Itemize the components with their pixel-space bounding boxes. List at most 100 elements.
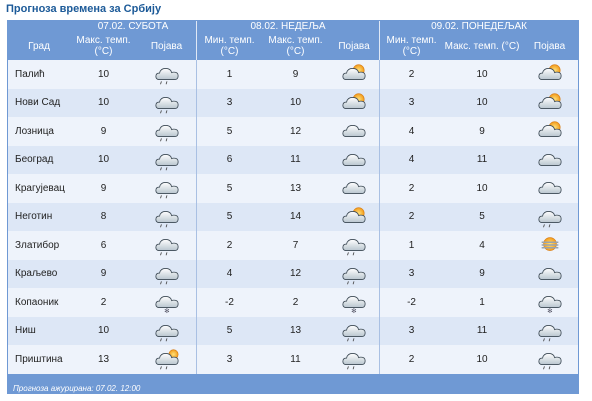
sun-cloud-icon [521,90,578,116]
city-cell: Неготин [8,202,70,231]
max-temp-day3: 10 [443,174,522,203]
city-cell: Београд [8,145,70,174]
max-temp-day3: 4 [443,231,522,260]
max-temp-day2: 12 [262,117,329,146]
phenomenon-day3 [521,202,579,231]
max-temp-day1: 9 [70,259,137,288]
cloud-snow-icon: ✻ [521,289,578,315]
min-temp-day3: 2 [379,345,444,374]
cloud-snow-icon: ✻ [137,289,196,315]
sun-cloud-rain-icon [137,346,196,372]
cloud-rain-icon [521,346,578,372]
max-temp-day1: 10 [70,316,137,345]
phenomenon-day2 [329,88,380,117]
phenomenon-day3 [521,145,579,174]
sun-cloud-icon [329,61,379,87]
city-cell: Нови Сад [8,88,70,117]
phenomenon-day2 [329,316,380,345]
day-header-1: 07.02. СУБОТА [97,21,169,32]
min-temp-day2: 2 [196,231,262,260]
phenomenon-day1 [137,88,196,117]
min-temp-day3: 3 [379,88,444,117]
max-temp-day1: 9 [70,117,137,146]
max-temp-day3: 10 [443,60,522,89]
cloud-icon [329,147,379,173]
city-cell: Крагујевац [8,174,70,203]
phenomenon-day3 [521,88,579,117]
footer-updated: Прогноза ажурирана: 07.02. 12:00 [7,383,579,394]
max-temp-day1: 10 [70,88,137,117]
cloud-rain-icon [521,318,578,344]
table-row: Златибор 6 2 7 1 4 [8,231,579,260]
sun-cloud-icon [521,61,578,87]
day-header-2: 08.02. НЕДЕЉА [196,21,379,32]
max-temp-day2: 10 [262,88,329,117]
min-temp-day2: 5 [196,202,262,231]
max-temp-day2: 13 [262,316,329,345]
column-header-min-3: Мин. темп. (°C) [379,32,443,60]
max-temp-day2: 9 [262,60,329,89]
cloud-rain-icon [137,175,196,201]
cloud-rain-icon [137,204,196,230]
phenomenon-day3 [521,60,579,89]
column-header-max-3: Макс. темп. (°C) [444,40,520,52]
footer-value: 07.02. 12:00 [95,384,141,393]
max-temp-day3: 10 [443,345,522,374]
min-temp-day3: 2 [379,174,444,203]
table-row: Приштина 13 3 11 2 10 [8,345,579,374]
column-header-min-2: Мин. темп. (°C) [196,32,262,60]
page-title: Прогноза времена за Србију [6,3,162,15]
table-row: Неготин 8 5 14 2 5 [8,202,579,231]
max-temp-day2: 7 [262,231,329,260]
table-row: Краљево 9 4 12 3 9 [8,259,579,288]
max-temp-day3: 9 [443,259,522,288]
min-temp-day3: 4 [379,145,444,174]
max-temp-day1: 10 [70,145,137,174]
min-temp-day2: 3 [196,88,262,117]
column-header-city: Град [28,40,50,52]
max-temp-day3: 10 [443,88,522,117]
max-temp-day3: 9 [443,117,522,146]
max-temp-day2: 12 [262,259,329,288]
max-temp-day3: 5 [443,202,522,231]
phenomenon-day2 [329,231,380,260]
column-header-phen-1: Појава [150,40,183,52]
cloud-icon [521,147,578,173]
max-temp-day1: 9 [70,174,137,203]
phenomenon-day2 [329,202,380,231]
city-cell: Лозница [8,117,70,146]
cloud-rain-icon [137,90,196,116]
max-temp-day1: 10 [70,60,137,89]
phenomenon-day3 [521,231,579,260]
min-temp-day2: 4 [196,259,262,288]
max-temp-day2: 11 [262,345,329,374]
max-temp-day1: 13 [70,345,137,374]
min-temp-day2: 5 [196,174,262,203]
city-cell: Копаоник [8,288,70,317]
column-header-max-1: Макс. темп. (°C) [76,35,131,57]
phenomenon-day1 [137,259,196,288]
cloud-rain-icon [137,147,196,173]
table-row: Крагујевац 9 5 13 2 10 [8,174,579,203]
min-temp-day2: 3 [196,345,262,374]
phenomenon-day1 [137,202,196,231]
max-temp-day1: 2 [70,288,137,317]
min-temp-day3: 3 [379,259,444,288]
phenomenon-day3 [521,259,579,288]
max-temp-day3: 11 [443,145,522,174]
table-row: Копаоник 2 ✻ -2 2 ✻ -2 1 ✻ [8,288,579,317]
cloud-rain-icon [329,261,379,287]
phenomenon-day2 [329,259,380,288]
max-temp-day1: 8 [70,202,137,231]
min-temp-day2: 5 [196,117,262,146]
min-temp-day3: 2 [379,60,444,89]
phenomenon-day2 [329,60,380,89]
svg-text:✻: ✻ [351,307,356,315]
min-temp-day2: 1 [196,60,262,89]
phenomenon-day3 [521,316,579,345]
phenomenon-day2 [329,174,380,203]
cloud-icon [521,175,578,201]
table-row: Нови Сад 10 3 10 3 10 [8,88,579,117]
city-cell: Палић [8,60,70,89]
svg-text:✻: ✻ [547,307,552,315]
